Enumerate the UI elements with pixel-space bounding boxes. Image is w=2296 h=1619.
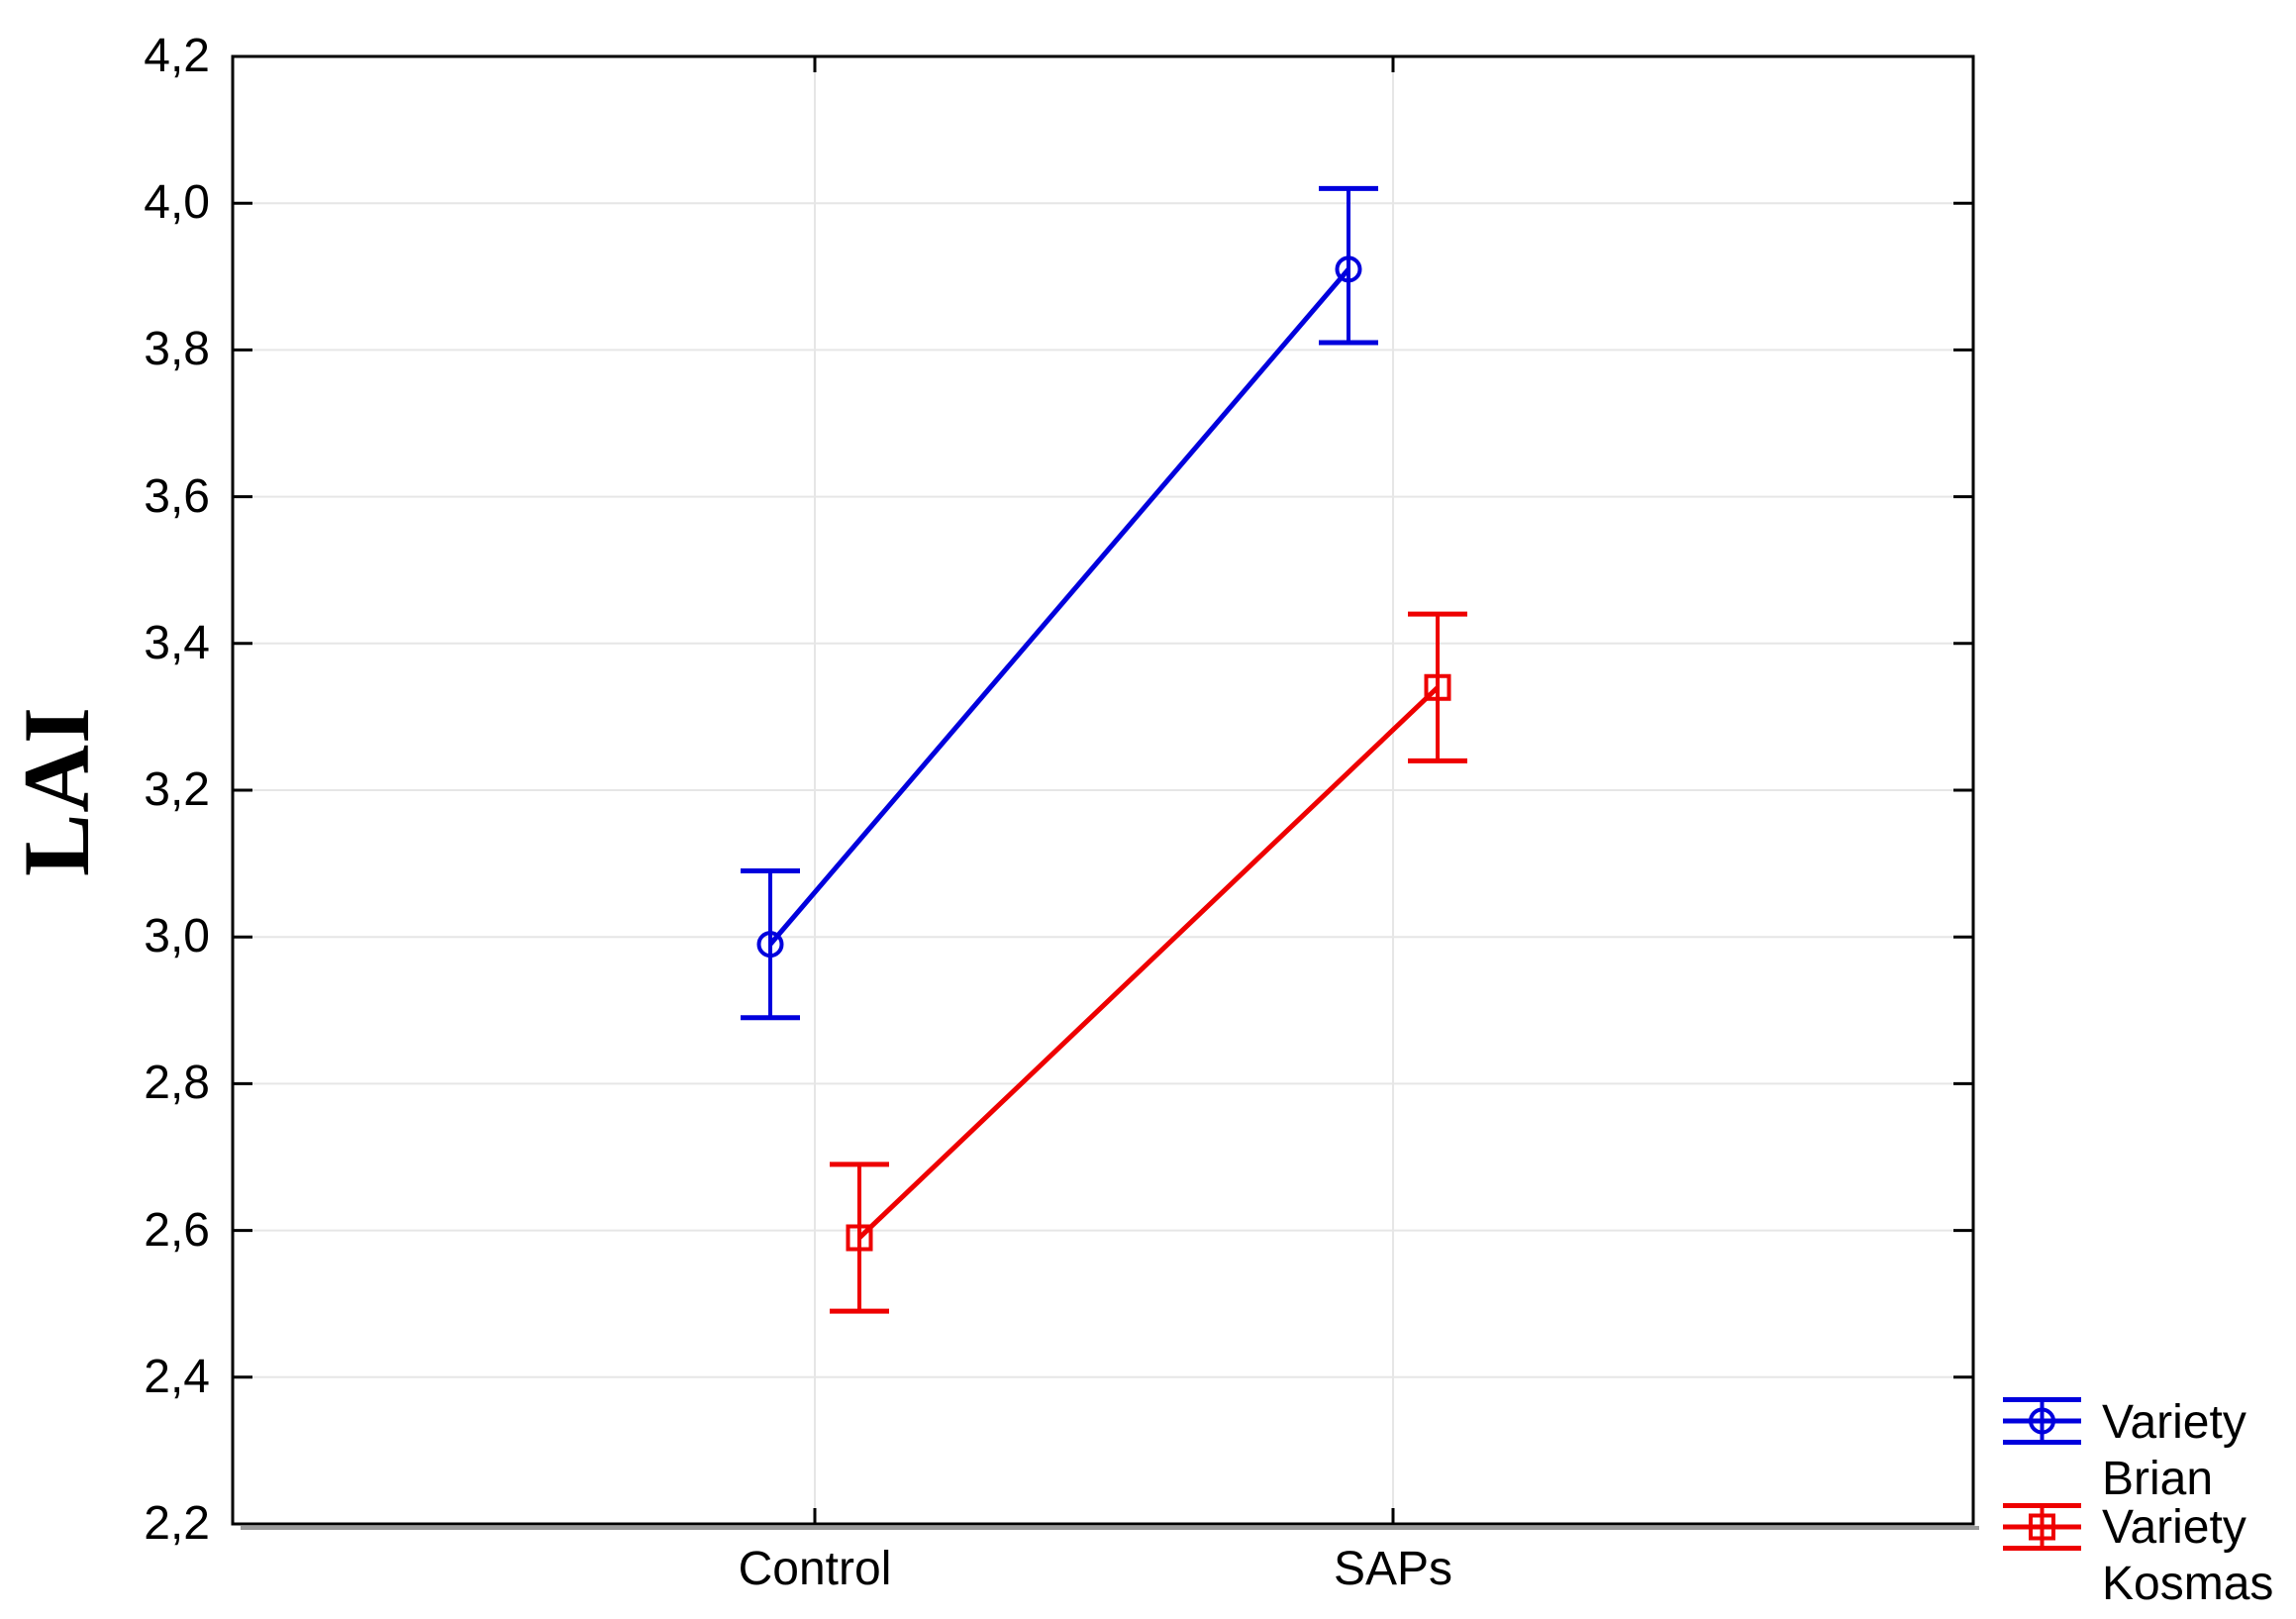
y-tick-label: 3,0 <box>144 910 210 963</box>
y-tick-label: 2,8 <box>144 1057 210 1110</box>
y-tick-label: 4,0 <box>144 176 210 230</box>
x-tick-label: SAPs <box>1333 1543 1453 1595</box>
y-tick-label: 2,4 <box>144 1350 210 1403</box>
data-point-marker <box>1335 255 1362 283</box>
series-line-variety-kosmas <box>857 685 1440 1240</box>
plot-frame <box>231 54 1975 1526</box>
series-line-variety-brian <box>768 267 1350 947</box>
y-tick-label: 3,8 <box>144 323 210 376</box>
y-tick-label: 2,6 <box>144 1203 210 1257</box>
y-tick-label: 3,2 <box>144 763 210 816</box>
y-tick-label: 4,2 <box>144 30 210 82</box>
y-tick-label: 3,4 <box>144 616 210 669</box>
data-point-marker <box>846 1224 873 1252</box>
legend-symbol-kosmas <box>2029 1513 2055 1541</box>
data-point-marker <box>756 931 784 959</box>
data-point-marker <box>1424 673 1451 701</box>
x-tick-label: Control <box>738 1543 892 1595</box>
legend-symbol-brian <box>2029 1407 2055 1435</box>
y-tick-label: 2,2 <box>144 1497 210 1550</box>
y-tick-label: 3,6 <box>144 469 210 523</box>
